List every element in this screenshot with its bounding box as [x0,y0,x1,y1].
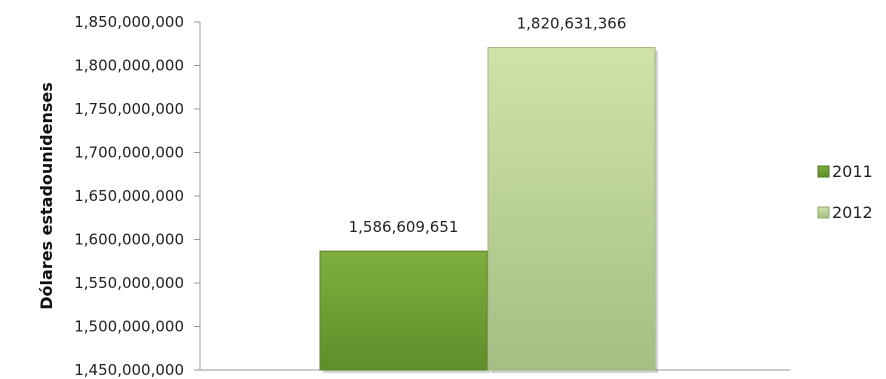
legend-label-2011: 2011 [832,162,873,181]
y-axis-ticks: 1,450,000,000 1,500,000,000 1,550,000,000 1… [74,13,200,379]
bar-2011 [319,250,488,371]
data-label-2011: 1,586,609,651 [349,218,459,236]
y-tick-label: 1,700,000,000 [74,144,184,162]
y-tick-label: 1,550,000,000 [74,274,184,292]
y-tick-label: 1,750,000,000 [74,100,184,118]
y-tick-label: 1,600,000,000 [74,231,184,249]
bar-2012 [487,47,656,371]
y-tick-label: 1,450,000,000 [74,361,184,379]
bars: 1,586,609,651 1,820,631,366 [319,15,658,373]
y-axis-title: Dólares estadounidenses [37,82,56,310]
y-tick-label: 1,800,000,000 [74,57,184,75]
data-label-2012: 1,820,631,366 [517,15,627,33]
legend: 2011 2012 [817,162,873,222]
y-tick-label: 1,850,000,000 [74,13,184,31]
legend-swatch-2012 [817,206,830,219]
y-tick-label: 1,650,000,000 [74,187,184,205]
legend-swatch-2011 [817,165,830,178]
legend-label-2012: 2012 [832,203,873,222]
y-tick-label: 1,500,000,000 [74,318,184,336]
